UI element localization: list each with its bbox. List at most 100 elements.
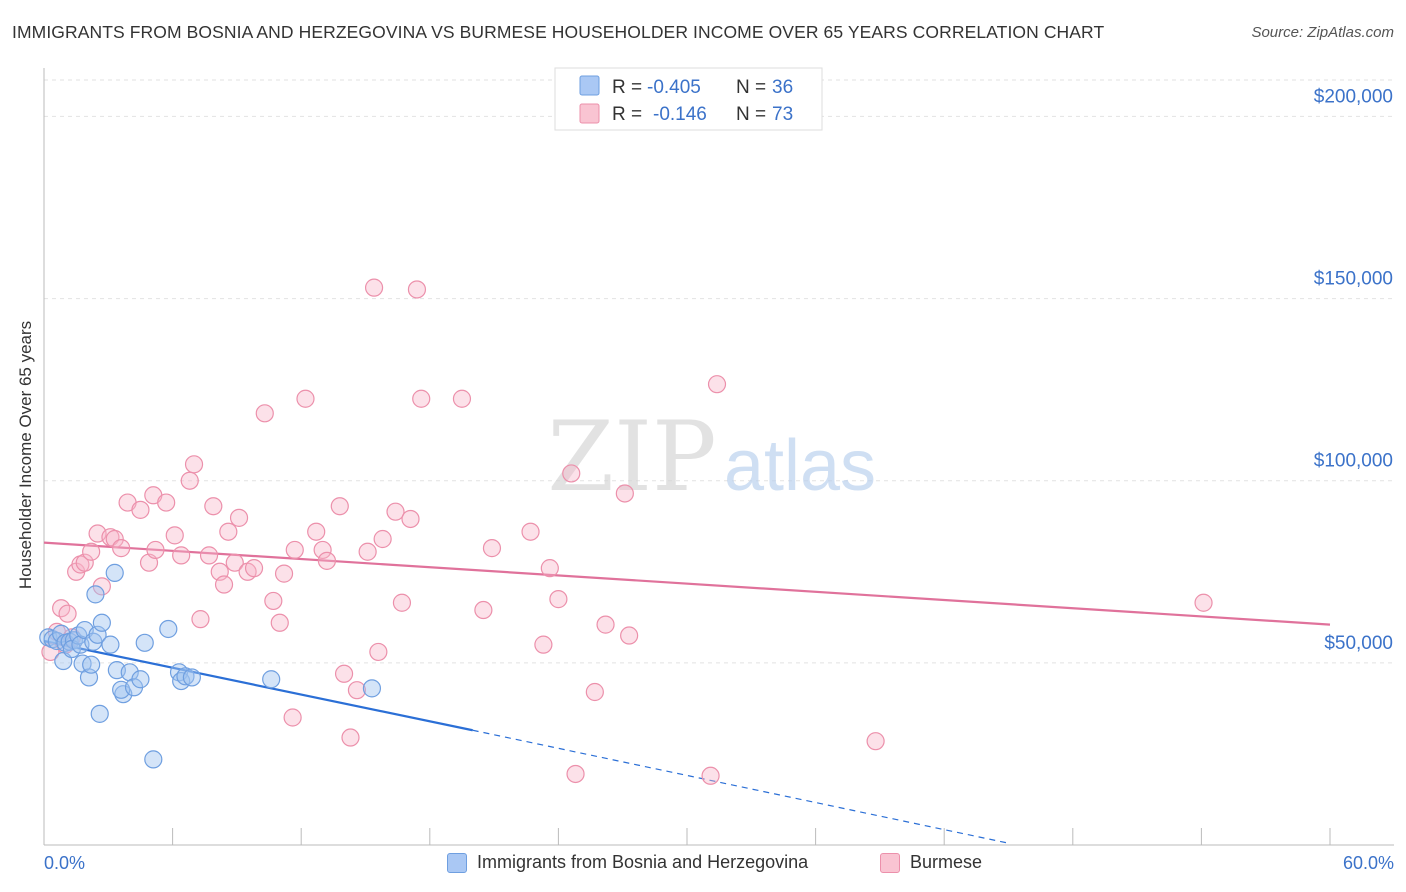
point-burmese-37 [270,613,289,632]
axes [43,68,1394,846]
point-burmese-60 [482,539,502,558]
point-burmese-42 [307,522,326,541]
point-burmese-38 [274,564,294,583]
point-burmese-43 [313,540,332,560]
x-tick-labels: 0.0% 60.0% [44,853,1394,873]
y-tick-label-3: $200,000 [1314,86,1393,107]
point-burmese-13 [105,529,124,549]
point-burmese-59 [474,600,493,620]
watermark-atlas: atlas [724,426,876,506]
point-burmese-63 [540,559,559,578]
point-burmese-71 [707,375,727,394]
point-burmese-51 [369,642,388,662]
point-burmese-52 [373,529,392,549]
point-bosnia-34 [262,670,281,689]
legend-item-burmese: Burmese [880,852,982,873]
legend-r-value-burmese: -0.146 [653,104,707,125]
point-burmese-62 [534,635,553,654]
point-bosnia-18 [92,613,111,632]
point-burmese-24 [184,455,204,474]
point-bosnia-32 [176,667,195,686]
point-burmese-29 [214,575,234,594]
point-burmese-48 [347,681,367,700]
point-burmese-73 [866,732,885,751]
point-bosnia-16 [88,625,107,644]
point-burmese-74 [1194,593,1213,612]
series-legend: Immigrants from Bosnia and Herzegovina B… [0,852,1406,878]
y-tick-label-2: $150,000 [1314,269,1393,290]
point-bosnia-35 [362,679,382,698]
point-burmese-55 [401,509,420,529]
point-burmese-57 [412,389,431,408]
point-burmese-34 [244,559,264,578]
point-burmese-66 [566,764,585,784]
point-burmese-64 [549,590,568,609]
point-burmese-32 [229,508,249,527]
point-bosnia-21 [105,563,124,582]
point-burmese-26 [199,546,219,565]
point-burmese-46 [334,664,354,683]
point-burmese-70 [620,626,639,645]
trend-line-dashed-0 [472,729,1009,844]
legend-n-label-burmese: N = [736,104,766,125]
point-burmese-18 [146,540,165,560]
point-burmese-16 [131,500,150,519]
point-burmese-49 [358,542,377,561]
y-tick-labels: $50,000 $100,000 $150,000 $200,000 [1314,86,1393,653]
point-burmese-53 [386,502,405,521]
legend-item-bosnia: Immigrants from Bosnia and Herzegovina [447,852,808,873]
point-bosnia-19 [90,704,109,723]
point-burmese-56 [407,280,427,299]
legend-swatch-burmese-bottom [880,852,900,873]
point-burmese-41 [296,389,315,408]
data-points [39,278,1213,785]
point-burmese-30 [219,522,238,541]
legend-n-label-bosnia: N = [736,77,766,98]
point-bosnia-29 [159,619,178,639]
legend-label-burmese: Burmese [910,852,983,872]
x-tick-label-max: 60.0% [1343,853,1394,873]
point-burmese-69 [615,484,634,503]
point-burmese-68 [596,615,615,634]
point-burmese-45 [330,497,349,516]
watermark-zip: ZIP [547,401,716,513]
point-burmese-20 [157,493,176,512]
x-tick-label-min: 0.0% [44,853,85,873]
legend-label-bosnia: Immigrants from Bosnia and Herzegovina [477,852,809,872]
point-burmese-67 [585,682,604,702]
legend-swatch-bosnia [579,75,600,96]
y-tick-label-1: $100,000 [1314,451,1393,472]
point-burmese-27 [204,497,223,516]
point-burmese-40 [283,708,302,727]
trend-lines [43,541,1331,844]
watermark: ZIP atlas [547,401,876,513]
point-bosnia-25 [120,663,139,682]
point-burmese-23 [180,471,199,490]
point-burmese-39 [285,540,304,560]
legend-r-value-bosnia: -0.405 [647,77,701,98]
point-burmese-21 [165,526,184,545]
y-tick-label-0: $50,000 [1324,633,1393,654]
point-burmese-47 [341,728,360,747]
legend-swatch-bosnia-bottom [447,852,467,873]
legend-n-value-bosnia: 36 [772,77,793,98]
legend-n-value-burmese: 73 [772,104,793,125]
trend-line-1 [43,541,1331,626]
point-burmese-31 [225,553,244,572]
legend-r-label-bosnia: R = [612,77,642,98]
point-burmese-54 [392,593,412,612]
correlation-legend: R = -0.405 N = 36 R = -0.146 N = 73 [554,67,823,131]
point-burmese-61 [521,522,540,541]
point-burmese-36 [264,591,283,611]
legend-swatch-burmese [579,103,600,124]
point-burmese-22 [172,546,191,565]
trend-line-0 [43,639,473,732]
point-bosnia-28 [135,633,154,652]
point-bosnia-33 [182,668,201,687]
point-bosnia-27 [131,670,150,689]
legend-r-label-burmese: R = [612,104,642,125]
point-burmese-50 [364,278,384,297]
point-burmese-9 [82,542,101,561]
point-burmese-35 [255,404,274,423]
